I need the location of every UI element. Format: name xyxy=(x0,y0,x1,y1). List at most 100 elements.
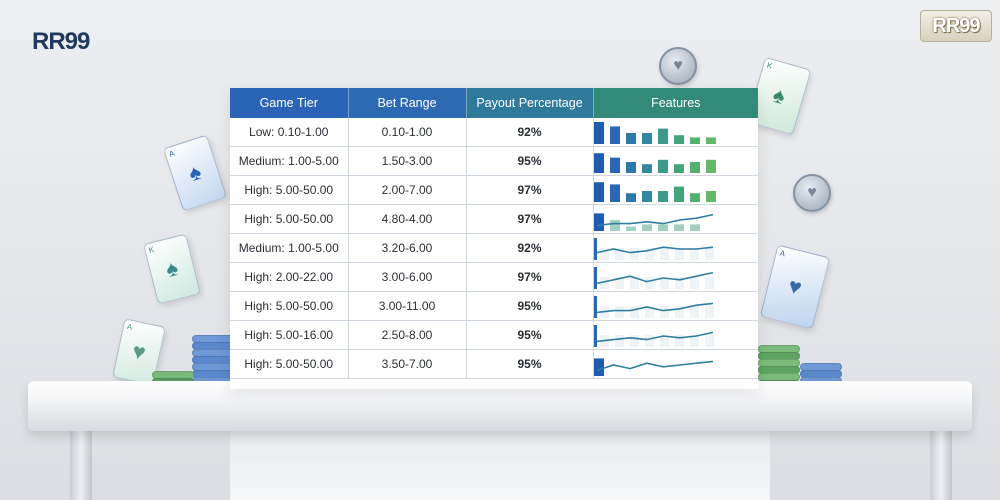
card-rank: A xyxy=(778,248,787,259)
game-tier-table: Game Tier Bet Range Payout Percentage Fe… xyxy=(230,88,758,379)
feature-axis-mark xyxy=(593,238,597,260)
feature-bar xyxy=(689,137,700,144)
feature-bar xyxy=(641,164,652,173)
feature-bar xyxy=(689,224,700,231)
feature-bg-column xyxy=(629,248,639,260)
feature-bar xyxy=(657,224,668,231)
cell-feature-chart xyxy=(593,233,758,263)
feature-sparkline xyxy=(593,238,714,260)
feature-bar xyxy=(657,128,668,144)
cell-payout: 92% xyxy=(466,233,594,263)
cell-game-tier: Low: 0.10-1.00 xyxy=(230,118,349,147)
game-tier-panel: Game Tier Bet Range Payout Percentage Fe… xyxy=(230,88,758,389)
feature-bg-column xyxy=(614,306,624,318)
feature-bar xyxy=(641,133,652,144)
feature-bg-column xyxy=(674,335,684,347)
heart-icon: ♥ xyxy=(785,272,805,301)
cell-payout: 97% xyxy=(466,204,594,234)
feature-bg-column xyxy=(689,248,699,260)
feature-axis-mark xyxy=(593,296,597,318)
feature-bar xyxy=(593,153,604,173)
feature-axis-mark xyxy=(593,267,597,289)
cell-feature-chart xyxy=(593,262,758,292)
feature-bg-column xyxy=(644,277,654,289)
feature-sparkline xyxy=(593,213,713,231)
cell-feature-chart xyxy=(593,320,758,350)
feature-bar xyxy=(625,193,636,202)
cell-game-tier: High: 5.00-16.00 xyxy=(230,320,349,350)
feature-bar xyxy=(593,213,604,231)
table-row: High: 5.00-50.00 4.80-4.00 97% xyxy=(230,204,758,234)
spade-icon: ♠ xyxy=(163,254,181,283)
feature-line xyxy=(596,302,713,314)
feature-bar xyxy=(689,162,700,173)
cell-game-tier: High: 5.00-50.00 xyxy=(230,349,349,379)
feature-bar xyxy=(625,226,636,231)
card-rank: A xyxy=(167,148,176,159)
feature-bar xyxy=(657,159,668,173)
feature-bg-column xyxy=(689,277,699,289)
feature-bg-column xyxy=(674,277,684,289)
feature-bar xyxy=(641,191,652,202)
feature-axis-mark xyxy=(593,325,597,347)
cell-payout: 92% xyxy=(466,118,594,147)
feature-bar xyxy=(625,133,636,144)
feature-bg-column xyxy=(674,248,684,260)
cell-payout: 95% xyxy=(466,320,594,350)
feature-line xyxy=(596,271,713,285)
table-row: High: 5.00-50.00 3.50-7.00 95% xyxy=(230,349,758,379)
cell-payout: 95% xyxy=(466,291,594,321)
spade-icon: ♠ xyxy=(770,81,789,110)
feature-bar xyxy=(641,224,652,231)
cell-feature-chart xyxy=(593,204,758,234)
table-leg-right xyxy=(930,431,952,500)
card-king-spade-left: K ♠ xyxy=(143,233,201,305)
cell-payout: 95% xyxy=(466,146,594,176)
feature-bar xyxy=(657,191,668,202)
cell-feature-chart xyxy=(593,118,758,147)
feature-bg-column xyxy=(629,306,639,318)
feature-bg-column xyxy=(599,277,609,289)
feature-bg-column xyxy=(659,335,669,347)
cell-bet-range: 2.50-8.00 xyxy=(348,320,467,350)
feature-bar xyxy=(705,191,716,202)
feature-bg-column xyxy=(629,335,639,347)
table-row: Medium: 1.00-5.00 3.20-6.00 92% xyxy=(230,233,758,263)
card-ace-heart-right: A ♥ xyxy=(759,244,831,330)
cell-feature-chart xyxy=(593,349,758,379)
feature-bar xyxy=(609,157,620,173)
feature-bg-column xyxy=(659,277,669,289)
feature-bg-column xyxy=(659,306,669,318)
table-row: High: 2.00-22.00 3.00-6.00 97% xyxy=(230,262,758,292)
coin-heart-top: ♥ xyxy=(659,47,697,85)
cell-game-tier: Medium: 1.00-5.00 xyxy=(230,146,349,176)
feature-bar xyxy=(705,137,716,144)
table-header-row: Game Tier Bet Range Payout Percentage Fe… xyxy=(230,88,758,118)
feature-sparkline xyxy=(593,267,714,289)
feature-bg-column xyxy=(704,277,714,289)
cell-game-tier: High: 5.00-50.00 xyxy=(230,291,349,321)
cell-bet-range: 3.20-6.00 xyxy=(348,233,467,263)
heart-icon: ♥ xyxy=(130,337,149,366)
cell-bet-range: 1.50-3.00 xyxy=(348,146,467,176)
cell-game-tier: High: 5.00-50.00 xyxy=(230,175,349,205)
feature-bg-column xyxy=(599,248,609,260)
feature-bar xyxy=(673,224,684,231)
cell-game-tier: High: 2.00-22.00 xyxy=(230,262,349,292)
feature-bg-column xyxy=(704,248,714,260)
feature-sparkline xyxy=(593,296,714,318)
cell-bet-range: 2.00-7.00 xyxy=(348,175,467,205)
table-row: High: 5.00-16.00 2.50-8.00 95% xyxy=(230,320,758,350)
feature-bar xyxy=(609,220,620,231)
card-rank: K xyxy=(147,244,156,255)
cell-bet-range: 0.10-1.00 xyxy=(348,118,467,147)
table-row: High: 5.00-50.00 2.00-7.00 97% xyxy=(230,175,758,205)
feature-bg-column xyxy=(704,306,714,318)
feature-sparkline xyxy=(593,325,714,347)
feature-bg-column xyxy=(644,306,654,318)
brand-logo: RR99 xyxy=(32,28,90,55)
feature-line xyxy=(596,213,713,227)
feature-bar xyxy=(689,193,700,202)
feature-bg-column xyxy=(614,335,624,347)
card-ace-spade-left: A ♠ xyxy=(162,134,228,212)
